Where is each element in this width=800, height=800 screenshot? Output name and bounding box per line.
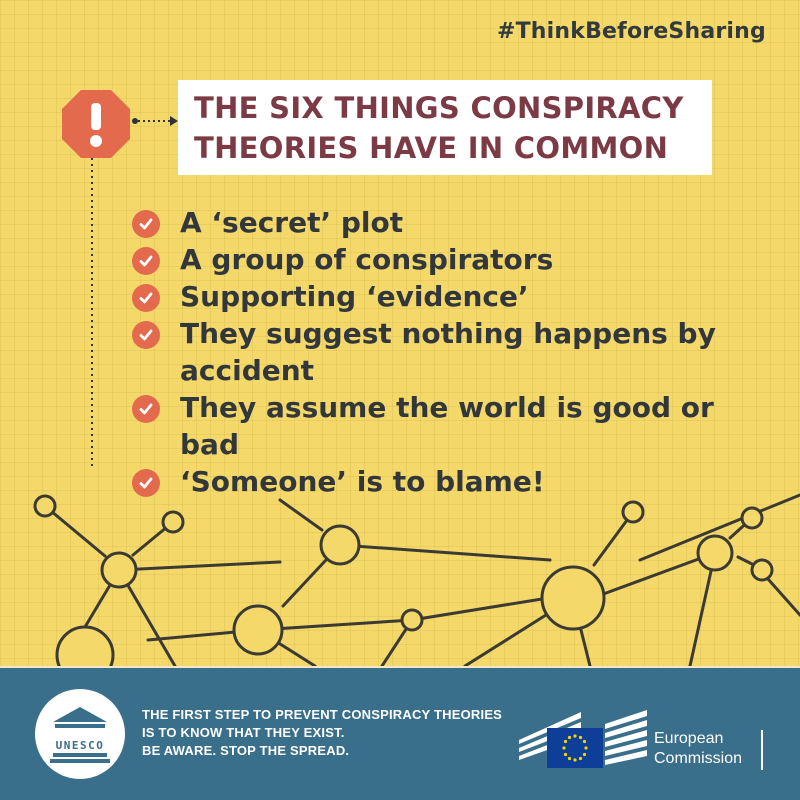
ec-divider [761, 730, 763, 770]
warning-octagon-icon [62, 90, 130, 158]
check-circle-icon [132, 469, 160, 497]
network-illustration [33, 493, 800, 666]
check-circle-icon [132, 321, 160, 349]
list-item-text: They suggest nothing happens by accident [180, 317, 716, 387]
footer-line-3: BE AWARE. STOP THE SPREAD. [142, 743, 350, 758]
title-line-1: THE SIX THINGS CONSPIRACY [194, 91, 684, 125]
check-circle-icon [132, 284, 160, 312]
connector-arrow [132, 116, 178, 126]
check-circle-icon [132, 247, 160, 275]
eu-flag-icon [547, 728, 603, 768]
list-item: A ‘secret’ plot [132, 204, 772, 241]
footer-line-2: IS TO KNOW THAT THEY EXIST. [142, 725, 345, 740]
title-line-2: THEORIES HAVE IN COMMON [194, 131, 669, 165]
list-item: They suggest nothing happens by accident [132, 315, 772, 389]
list-item: They assume the world is good or bad [132, 389, 772, 463]
hashtag: #ThinkBeforeSharing [496, 19, 766, 44]
check-circle-icon [132, 395, 160, 423]
list-item-text: A group of conspirators [180, 243, 554, 276]
dotted-guide-line [91, 158, 93, 470]
title-box: THE SIX THINGS CONSPIRACY THEORIES HAVE … [178, 80, 712, 175]
list-item: ‘Someone’ is to blame! [132, 463, 772, 500]
footer: UNESCO THE FIRST STEP TO PREVENT CONSPIR… [0, 666, 800, 800]
list-item-text: They assume the world is good or bad [180, 391, 714, 461]
list-item-text: Supporting ‘evidence’ [180, 280, 529, 313]
checklist: A ‘secret’ plot A group of conspirators … [132, 204, 772, 500]
footer-line-1: THE FIRST STEP TO PREVENT CONSPIRACY THE… [142, 707, 503, 722]
list-item-text: A ‘secret’ plot [180, 206, 404, 239]
list-item: Supporting ‘evidence’ [132, 278, 772, 315]
unesco-temple-icon [50, 707, 110, 763]
footer-message: THE FIRST STEP TO PREVENT CONSPIRACY THE… [142, 706, 522, 760]
check-circle-icon [132, 210, 160, 238]
european-commission-wordmark: European Commission [654, 729, 742, 769]
unesco-logo: UNESCO [35, 689, 125, 779]
ec-word-1: European [654, 730, 724, 747]
unesco-logo-text: UNESCO [55, 739, 105, 752]
ec-word-2: Commission [654, 750, 743, 767]
list-item-text: ‘Someone’ is to blame! [180, 465, 545, 498]
list-item: A group of conspirators [132, 241, 772, 278]
european-commission-logo [519, 710, 647, 768]
